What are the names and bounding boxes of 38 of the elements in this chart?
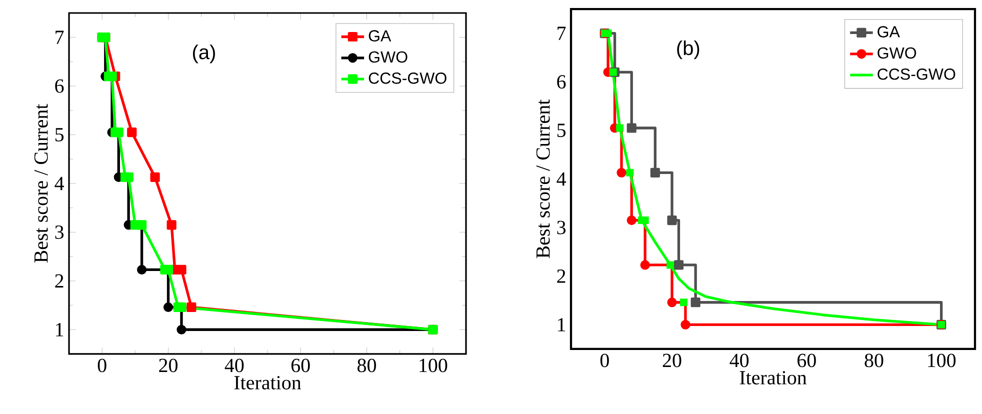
y-tick-label: 4 <box>556 172 566 186</box>
y-tick-label: 7 <box>56 30 64 44</box>
y-tick-label: 5 <box>55 128 64 142</box>
legend-label: GA <box>368 30 392 42</box>
legend-label: GA <box>878 26 900 38</box>
x-tick-label: 40 <box>730 354 749 368</box>
x-tick-label: 80 <box>864 354 884 368</box>
y-tick-label: 3 <box>557 220 566 234</box>
y-tick-label: 2 <box>557 270 566 283</box>
x-axis-title: Iteration <box>740 371 807 384</box>
y-tick-label: 1 <box>558 318 566 332</box>
y-tick-label: 6 <box>557 75 566 89</box>
x-tick-label: 60 <box>798 354 816 368</box>
x-tick-label: 100 <box>928 354 956 368</box>
x-tick-label: 80 <box>358 358 376 372</box>
y-tick-label: 3 <box>55 225 64 239</box>
y-tick-label: 1 <box>56 323 64 336</box>
x-tick-label: 0 <box>600 354 609 368</box>
x-tick-label: 0 <box>98 358 106 372</box>
annotation: (a) <box>193 44 215 64</box>
x-tick-label: 100 <box>420 358 448 372</box>
x-axis-title: Iteration <box>234 376 302 390</box>
y-tick-label: 6 <box>55 79 64 93</box>
y-tick-label: 7 <box>558 26 566 40</box>
legend-label: GWO <box>368 51 408 63</box>
y-tick-label: 5 <box>557 124 566 138</box>
x-tick-label: 40 <box>224 358 244 372</box>
y-tick-label: 2 <box>55 274 64 288</box>
x-tick-label: 20 <box>159 358 178 372</box>
annotation: (b) <box>677 40 700 60</box>
y-axis-title: Best score / Current <box>536 99 550 258</box>
y-tick-label: 4 <box>54 176 64 190</box>
x-tick-label: 20 <box>662 354 682 368</box>
legend-label: GWO <box>878 47 916 59</box>
legend-label: CCS-GWO <box>368 72 446 84</box>
legend-label: CCS-GWO <box>878 68 956 80</box>
x-tick-label: 60 <box>291 358 310 372</box>
y-axis-title: Best score / Current <box>34 104 48 263</box>
